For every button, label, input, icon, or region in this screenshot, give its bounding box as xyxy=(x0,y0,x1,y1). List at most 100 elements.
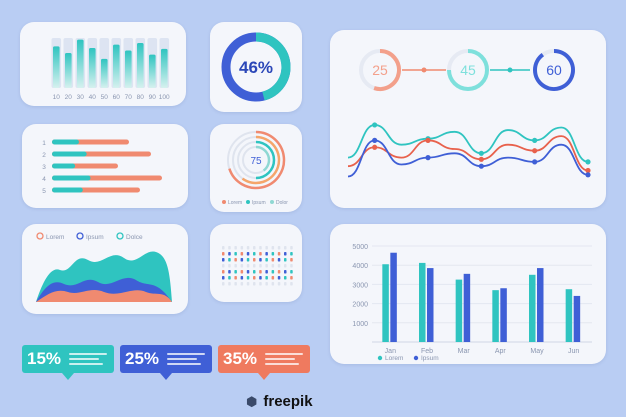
x-tick-label: May xyxy=(530,348,544,355)
dot xyxy=(290,252,293,256)
dot xyxy=(265,270,268,274)
dot xyxy=(234,282,237,286)
dot xyxy=(259,282,262,286)
legend-label: Ipsum xyxy=(252,200,266,206)
tick-label: 30 xyxy=(77,94,85,101)
bar xyxy=(492,290,499,342)
donut-chart: 46% xyxy=(221,32,291,102)
dot xyxy=(284,270,287,274)
dot xyxy=(240,282,244,286)
donut-label: 46% xyxy=(239,58,273,77)
gauge-label: 60 xyxy=(546,62,562,78)
dot xyxy=(228,252,231,256)
legend-label: Lorem xyxy=(228,200,242,206)
badge-15: 15% xyxy=(22,345,114,380)
badge-35: 35% xyxy=(218,345,310,380)
ring-arc xyxy=(255,140,276,180)
tick-label: 10 xyxy=(53,94,61,101)
series-point xyxy=(585,159,591,165)
legend-label: Ipsum xyxy=(86,234,104,241)
bar xyxy=(137,43,144,88)
dot xyxy=(290,270,293,274)
dot xyxy=(259,264,262,268)
bar xyxy=(573,295,581,342)
bar xyxy=(529,274,536,342)
badge-tail xyxy=(160,373,172,380)
dot xyxy=(234,276,237,280)
bar xyxy=(149,54,156,88)
radial-label: 75 xyxy=(250,156,262,167)
gauge-label: 45 xyxy=(460,62,476,78)
dot xyxy=(222,270,225,274)
dot xyxy=(271,246,275,250)
tick-label: 50 xyxy=(101,94,109,101)
area-chart: Lorem Ipsum Dolce xyxy=(36,232,172,302)
dot xyxy=(228,264,231,268)
legend-label: Dolor xyxy=(276,200,288,206)
badge-tail xyxy=(62,373,74,380)
dot xyxy=(222,264,225,268)
donut-card: 46% xyxy=(210,22,302,112)
dot xyxy=(284,246,287,250)
series-line xyxy=(347,124,589,163)
bar xyxy=(390,252,397,342)
dot xyxy=(277,252,281,256)
series-point xyxy=(585,172,591,178)
radial-chart: 75 Lorem Ipsum Dolor xyxy=(222,130,288,206)
series-point xyxy=(478,150,484,156)
bar xyxy=(77,39,84,88)
dot xyxy=(246,270,250,274)
badge-lines xyxy=(167,353,205,365)
badge-lines xyxy=(265,353,303,365)
tick-label: 80 xyxy=(137,94,145,101)
dot xyxy=(271,252,275,256)
y-tick-label: 2000 xyxy=(352,302,368,309)
series-point xyxy=(532,159,538,165)
legend-dot xyxy=(413,355,419,361)
series-point xyxy=(532,148,538,154)
area-card: Lorem Ipsum Dolce xyxy=(22,224,188,314)
dot xyxy=(277,258,281,262)
bar xyxy=(419,262,426,342)
dot xyxy=(271,270,275,274)
dot xyxy=(259,270,262,274)
ring-arc xyxy=(241,135,281,185)
x-tick-label: Jun xyxy=(568,348,579,355)
dot xyxy=(290,282,293,286)
dot xyxy=(253,252,256,256)
legend-label: Ipsum xyxy=(421,355,439,362)
area-coral xyxy=(36,290,172,302)
dot xyxy=(284,282,287,286)
bar xyxy=(500,288,507,342)
dot xyxy=(246,276,250,280)
legend-dot xyxy=(36,232,44,240)
dot xyxy=(240,264,244,268)
legend-dot xyxy=(76,232,84,240)
dot xyxy=(240,252,244,256)
x-tick-label: Apr xyxy=(495,348,507,355)
bar xyxy=(455,279,463,342)
series-point xyxy=(372,144,378,150)
y-tick-label: 5000 xyxy=(352,244,368,251)
dot xyxy=(222,276,225,280)
bar xyxy=(52,175,91,181)
dot xyxy=(228,282,231,286)
series-point xyxy=(585,167,591,174)
hbars-card: 1 2 3 4 5 xyxy=(22,124,188,208)
dot xyxy=(265,258,268,262)
dot xyxy=(240,258,244,262)
dot xyxy=(228,246,231,250)
line-chart: 25 45 60 xyxy=(347,49,591,178)
legend-dot xyxy=(222,200,226,204)
dot xyxy=(246,246,250,250)
dot xyxy=(234,264,237,268)
dot xyxy=(277,264,281,268)
radial-card: 75 Lorem Ipsum Dolor xyxy=(210,124,302,212)
series-point xyxy=(532,137,538,143)
tick-label: 40 xyxy=(89,94,97,101)
legend-dot xyxy=(246,200,250,204)
ring-arc xyxy=(255,145,271,172)
grouped-bar-chart: 1000 2000 3000 4000 5000 Jan Feb Mar Apr May Jun Lo… xyxy=(352,244,592,362)
dot xyxy=(234,270,237,274)
dot xyxy=(253,276,256,280)
